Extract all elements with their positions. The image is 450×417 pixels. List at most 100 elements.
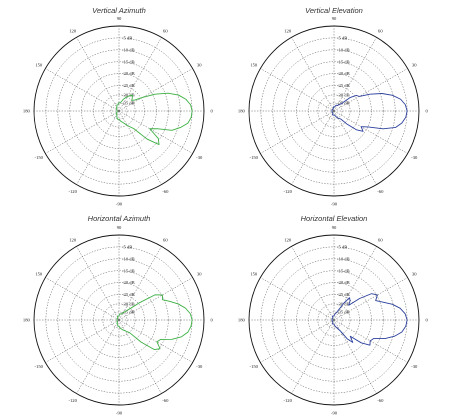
radial-tick-label: -25 dB [122,292,135,297]
radial-tick-label: -30 dB [122,301,135,306]
radial-tick-label: -5 dB [337,36,347,41]
radial-tick-label: -35 dB [122,101,135,106]
grid-spoke [45,277,120,321]
grid-spoke [45,110,120,154]
grid-spoke [291,246,335,321]
chart-title: Vertical Elevation [305,6,363,15]
grid-spoke [76,37,120,112]
radial-tick-label: -10 dB [337,256,350,261]
grid-ring [110,102,128,120]
radial-tick-label: -10 dB [122,256,135,261]
angle-tick-label: 180 [23,318,31,323]
angle-tick-label: -150 [35,155,44,160]
radial-tick-label: -20 dB [122,71,135,76]
angle-tick-label: 90 [117,16,122,21]
angle-tick-label: -60 [162,398,169,403]
angle-tick-label: -120 [283,398,292,403]
grid-spoke [333,110,377,185]
angle-tick-label: 60 [163,28,168,33]
angle-tick-label: 60 [378,28,383,33]
angle-tick-label: -90 [116,410,123,415]
angle-tick-label: 150 [35,62,43,67]
pattern-series-line [331,93,408,132]
grid-spoke [291,110,335,185]
grid-spoke [118,277,193,321]
angle-tick-label: 180 [238,109,246,114]
angle-tick-label: -150 [250,364,259,369]
angle-tick-label: 0 [426,318,429,323]
grid-ring [272,49,396,173]
grid-spoke [118,37,162,112]
grid-spoke [76,319,120,394]
pattern-series-line [115,92,193,146]
angle-tick-label: 60 [163,237,168,242]
grid-spoke [333,246,377,321]
grid-spoke [260,319,335,363]
polar-chart-horizontal-azimuth: Horizontal Azimuth 90 60 30 0 -30 -60 -90 -120 -1… [23,214,214,415]
grid-ring [317,94,351,128]
radial-tick-label: -15 dB [337,268,350,273]
radial-tick-label: -15 dB [122,59,135,64]
radial-tick-label: -25 dB [337,292,350,297]
grid-ring [272,258,396,382]
radial-tick-label: -10 dB [122,47,135,52]
grid-ring [284,61,384,161]
radial-tick-label: -30 dB [122,92,135,97]
grid-spoke [45,319,120,363]
radial-tick-label: -10 dB [337,47,350,52]
radial-tick-label: -15 dB [122,268,135,273]
angle-tick-label: -90 [331,410,338,415]
radial-tick-label: -25 dB [122,83,135,88]
angle-tick-label: -120 [68,189,77,194]
radial-tick-label: -15 dB [337,59,350,64]
grid-spoke [333,319,408,363]
angle-tick-label: -60 [377,398,384,403]
grid-ring [102,303,136,337]
angle-tick-label: 120 [284,28,292,33]
angle-tick-label: 120 [69,237,77,242]
angle-tick-label: 0 [426,109,429,114]
grid-ring [69,270,169,370]
angle-tick-label: -30 [411,364,418,369]
angle-tick-label: 180 [238,318,246,323]
radial-tick-label: -25 dB [337,83,350,88]
grid-ring [284,270,384,370]
radial-tick-label: -35 dB [122,310,135,315]
grid-spoke [45,68,120,112]
grid-spoke [118,68,193,112]
angle-tick-label: 0 [211,318,214,323]
angle-tick-label: -120 [283,189,292,194]
grid-ring [57,49,181,173]
grid-spoke [260,110,335,154]
grid-ring [69,61,169,161]
angle-tick-label: 60 [378,237,383,242]
grid-spoke [333,277,408,321]
grid-spoke [118,110,193,154]
chart-title: Vertical Azimuth [92,6,146,15]
angle-tick-label: 0 [211,109,214,114]
grid-spoke [118,319,162,394]
pattern-series-line [331,293,408,346]
grid-spoke [118,110,162,185]
angle-tick-label: 30 [412,62,417,67]
angle-tick-label: -120 [68,398,77,403]
angle-tick-label: -60 [377,189,384,194]
radial-tick-label: -30 dB [337,92,350,97]
angle-tick-label: -90 [331,201,338,206]
radial-tick-label: -20 dB [337,71,350,76]
radial-tick-label: -20 dB [337,280,350,285]
radial-tick-label: -20 dB [122,280,135,285]
grid-spoke [291,319,335,394]
grid-spoke [118,246,162,321]
grid-ring [102,94,136,128]
chart-title: Horizontal Elevation [301,214,368,223]
angle-tick-label: -30 [196,364,203,369]
angle-tick-label: 90 [332,225,337,230]
radial-tick-label: -5 dB [122,36,132,41]
angle-tick-label: 150 [250,62,258,67]
grid-spoke [333,110,408,154]
grid-ring [325,311,343,329]
grid-spoke [260,68,335,112]
grid-ring [325,102,343,120]
